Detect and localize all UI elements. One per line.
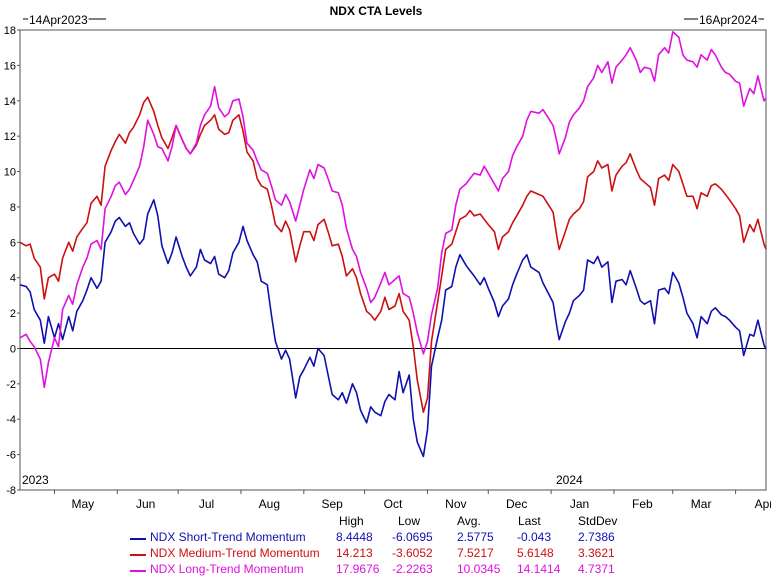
x-tick-label: May [72,497,95,511]
y-tick-label: 2 [10,308,16,320]
legend-name-short: NDX Short-Trend Momentum [150,530,306,544]
x-tick-label: Oct [384,497,403,511]
y-tick-label: -2 [6,379,16,391]
end-date-label: 16Apr2024 [699,13,758,27]
stat-short-stddev: 2.7386 [578,530,615,544]
y-tick-label: 8 [10,202,16,214]
x-tick-label: Apr [755,497,771,511]
stat-header-high: High [339,514,364,528]
series-lines [19,30,767,458]
legend-name-long: NDX Long-Trend Momentum [150,562,304,576]
legend-swatch-medium [130,554,146,556]
x-tick-label: Jun [136,497,155,511]
chart-title: NDX CTA Levels [330,4,423,18]
legend-row-medium: NDX Medium-Trend Momentum 14.213 -3.6052… [0,546,771,562]
stat-long-high: 17.9676 [336,562,380,576]
x-tick-label: Nov [445,497,466,511]
y-tick-label: 18 [4,25,16,37]
legend-table: High Low Avg. Last StdDev NDX Short-Tren… [0,514,771,578]
stat-medium-low: -3.6052 [392,546,433,560]
y-tick-label: 10 [4,167,16,179]
stat-medium-avg: 7.5217 [457,546,494,560]
x-tick-label: Dec [506,497,527,511]
y-tick-label: 6 [10,237,16,249]
stat-short-avg: 2.5775 [457,530,494,544]
y-axis: -8 -6 -4 -2 0 2 4 6 8 10 12 14 16 18 [4,25,20,497]
x-tick-label: Jan [570,497,589,511]
stat-header-avg: Avg. [457,514,481,528]
x-tick-label: Sep [322,497,344,511]
series-line-short [19,199,767,458]
stat-long-stddev: 4.7371 [578,562,615,576]
series-line-long [19,30,767,389]
year-label-2023: 2023 [22,473,49,487]
ndx-cta-chart: NDX CTA Levels -8 -6 -4 -2 0 2 4 6 8 10 12 14 16 18 M… [4,4,771,511]
legend-row-long: NDX Long-Trend Momentum 17.9676 -2.2263 … [0,562,771,578]
series-line-medium [19,96,767,414]
plot-area [19,29,767,491]
stat-header-stddev: StdDev [578,514,618,528]
x-axis: May Jun Jul Aug Sep Oct Nov Dec Jan Feb Mar Apr [53,490,771,511]
stat-long-avg: 10.0345 [457,562,501,576]
y-tick-label: 14 [4,96,16,108]
x-tick-label: Jul [199,497,214,511]
legend-swatch-short [130,538,146,540]
stat-short-low: -6.0695 [392,530,433,544]
stat-short-last: -0.043 [517,530,552,544]
y-tick-label: 4 [10,273,16,285]
start-date-label: 14Apr2023 [29,13,88,27]
legend-name-medium: NDX Medium-Trend Momentum [150,546,320,560]
stat-long-low: -2.2263 [392,562,433,576]
stat-header-last: Last [518,514,541,528]
stat-header-low: Low [398,514,421,528]
legend-row-short: NDX Short-Trend Momentum 8.4448 -6.0695 … [0,530,771,546]
y-tick-label: -8 [6,485,16,497]
y-tick-label: 16 [4,60,16,72]
stat-short-high: 8.4448 [336,530,373,544]
x-tick-label: Mar [691,497,712,511]
y-tick-label: 12 [4,131,16,143]
y-tick-label: -4 [6,414,16,426]
stat-medium-high: 14.213 [336,546,373,560]
y-tick-label: 0 [10,343,16,355]
stat-medium-stddev: 3.3621 [578,546,615,560]
stat-medium-last: 5.6148 [517,546,554,560]
year-label-2024: 2024 [556,473,583,487]
stat-long-last: 14.1414 [517,562,561,576]
x-tick-label: Feb [632,497,653,511]
x-tick-label: Aug [259,497,280,511]
legend-swatch-long [130,570,146,572]
y-tick-label: -6 [6,450,16,462]
